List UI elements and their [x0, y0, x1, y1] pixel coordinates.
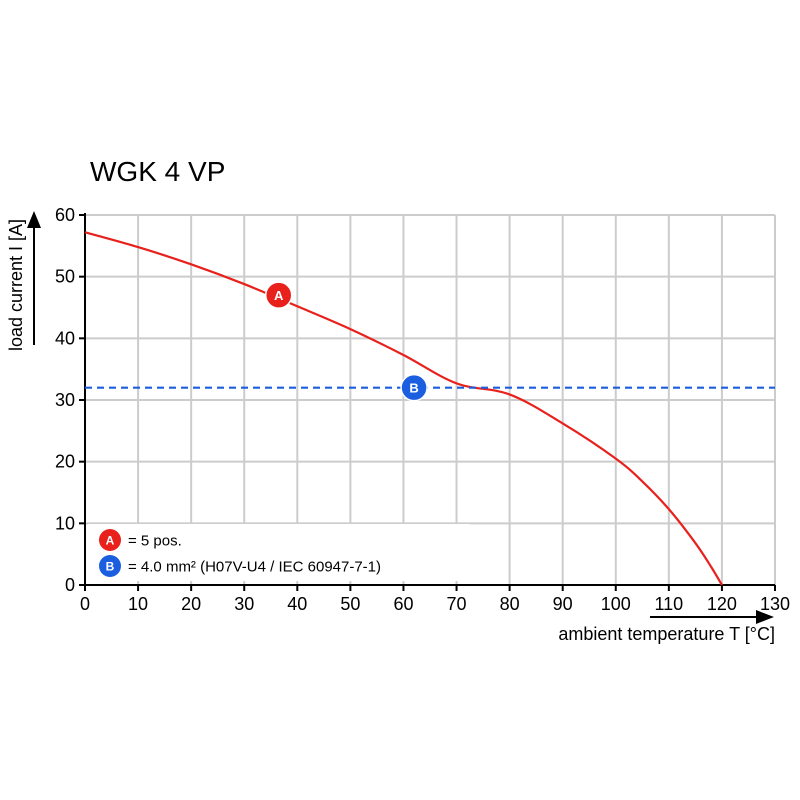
y-tick-label: 10	[55, 513, 75, 533]
legend-badge-b	[99, 555, 121, 577]
x-tick-label: 80	[500, 594, 520, 614]
y-tick-label: 0	[65, 575, 75, 595]
legend-badge-label: B	[106, 560, 115, 574]
axes	[79, 213, 776, 591]
y-tick-label: 50	[55, 267, 75, 287]
x-tick-label: 10	[128, 594, 148, 614]
x-tick-label: 60	[393, 594, 413, 614]
legend-badge-label: A	[106, 534, 115, 548]
legend-entry-text: = 4.0 mm² (H07V-U4 / IEC 60947-7-1)	[128, 559, 381, 576]
legend-entry-text: = 5 pos.	[128, 533, 182, 550]
marker-a-badge	[264, 281, 293, 309]
y-tick-label: 60	[55, 205, 75, 225]
y-axis-label: load current I [A]	[6, 219, 26, 351]
x-axis-label: ambient temperature T [°C]	[558, 624, 775, 644]
grid	[85, 214, 776, 585]
y-axis-arrow-head	[27, 211, 41, 228]
x-tick-label: 30	[234, 594, 254, 614]
legend-background	[88, 524, 470, 581]
legend-badge-a	[99, 529, 121, 551]
x-tick-label: 20	[181, 594, 201, 614]
x-axis-arrow-head	[756, 610, 774, 624]
marker-b-label: B	[409, 381, 418, 396]
y-tick-label: 30	[55, 390, 75, 410]
x-tick-label: 0	[80, 594, 90, 614]
x-tick-label: 90	[553, 594, 573, 614]
y-tick-label: 40	[55, 328, 75, 348]
series-lines	[84, 231, 775, 586]
series-markers: AB	[264, 281, 428, 402]
x-tick-label: 130	[760, 594, 790, 614]
x-tick-label: 50	[340, 594, 360, 614]
tick-labels: 0 10 20 30 40 50 60 70 80 90 100 110 120 130 0 10 20 30 40…	[55, 205, 790, 614]
series-line-a	[84, 231, 723, 586]
x-tick-label: 70	[447, 594, 467, 614]
axis-labels: load current I [A] ambient temperature T …	[6, 211, 775, 644]
marker-a-label: A	[274, 288, 284, 303]
legend: A = 5 pos. B = 4.0 mm² (H07V-U4 / IEC 60947…	[88, 524, 470, 581]
chart-title: WGK 4 VP	[90, 156, 226, 187]
x-tick-label: 110	[654, 594, 683, 614]
y-tick-label: 20	[55, 452, 75, 472]
x-tick-label: 40	[287, 594, 307, 614]
x-tick-label: 100	[601, 594, 631, 614]
x-tick-label: 120	[707, 594, 737, 614]
marker-b-badge	[400, 373, 428, 402]
